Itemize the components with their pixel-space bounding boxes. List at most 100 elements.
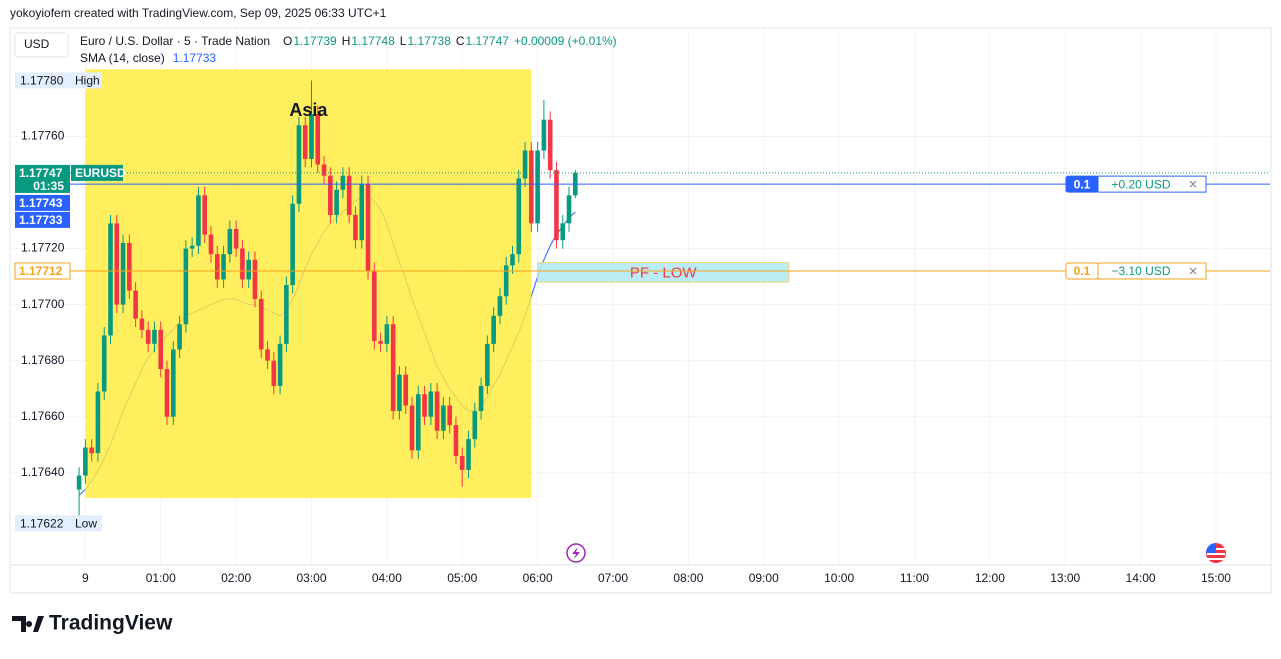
candle-body: [321, 164, 327, 176]
flag-icon[interactable]: [1206, 543, 1226, 563]
candle-body: [89, 447, 94, 454]
header: yokoyiofem created with TradingView.com,…: [10, 6, 387, 20]
legend-value: 1.17738: [407, 34, 451, 48]
candle-body: [472, 411, 478, 440]
legend-value: 1.17747: [466, 34, 510, 48]
position-pnl: −3.10 USD: [1111, 264, 1170, 278]
symbol-title: Euro / U.S. Dollar · 5 · Trade Nation: [80, 34, 270, 48]
sma-legend: SMA (14, close): [80, 51, 165, 65]
plot: [76, 69, 790, 524]
countdown: 01:35: [33, 179, 64, 193]
symbol-tag: EURUSD: [75, 166, 126, 180]
x-tick-label: 14:00: [1126, 571, 1156, 585]
y-tick-label: 1.17760: [21, 129, 65, 143]
x-tick-label: 9: [82, 571, 89, 585]
candle-body: [459, 455, 465, 470]
candle-body: [284, 285, 289, 344]
legend-key: C: [456, 34, 465, 48]
candle-body: [491, 315, 496, 344]
candle-body: [409, 405, 415, 451]
y-tick-label: 1.17700: [21, 297, 65, 311]
candle-body: [208, 234, 214, 255]
candle-body: [422, 394, 427, 417]
candle-body: [566, 195, 572, 224]
price-label: 1.17747: [19, 166, 63, 180]
position-close[interactable]: [1189, 180, 1197, 188]
x-tick-label: 08:00: [673, 571, 703, 585]
candle-body: [554, 170, 559, 241]
legend-change: +0.00009 (+0.01%): [514, 34, 617, 48]
candle-body: [139, 318, 145, 330]
candle-body: [265, 349, 270, 361]
candle-body: [378, 341, 383, 344]
x-tick-label: 05:00: [447, 571, 477, 585]
candle-body: [302, 125, 308, 159]
candle-body: [164, 369, 170, 417]
position-pnl-box: [1097, 175, 1207, 193]
x-tick-label: 03:00: [296, 571, 326, 585]
candle-body: [76, 475, 82, 490]
price-label: 1.17733: [19, 213, 63, 227]
price-label-box: [15, 72, 102, 89]
y-tick-label: 1.17640: [21, 465, 65, 479]
x-tick-label: 11:00: [900, 571, 929, 585]
legend-value: 1.17748: [351, 34, 395, 48]
sma-value: 1.17733: [173, 51, 217, 65]
candle-body: [334, 189, 339, 215]
price-tag: High: [75, 74, 100, 88]
currency: USD: [24, 37, 50, 51]
legend-key: L: [400, 34, 407, 48]
candle-body: [397, 374, 402, 412]
symbol-tag-box: [71, 164, 123, 181]
position-close[interactable]: [1189, 267, 1197, 275]
x-tick-label: 02:00: [221, 571, 251, 585]
candle-body: [466, 439, 471, 470]
candle-body: [95, 391, 101, 454]
candle-body: [177, 324, 182, 350]
x-tick-label: 12:00: [975, 571, 1005, 585]
candle-body: [127, 242, 132, 291]
candle-body: [152, 329, 157, 344]
candle-body: [252, 259, 258, 300]
candle-body: [101, 335, 107, 392]
position-qty: 0.1: [1074, 177, 1091, 191]
candle-body: [359, 184, 365, 241]
y-tick-label: 1.17680: [21, 353, 65, 367]
currency-button[interactable]: [14, 32, 69, 58]
candle-body: [390, 324, 396, 412]
candle-body: [384, 324, 390, 344]
candle-body: [353, 214, 358, 241]
candle-body: [202, 195, 208, 235]
candle-body: [196, 195, 201, 246]
candle-body: [510, 254, 515, 266]
overlay: 9 01:00 02:00 03:00 04:00 05:00 06:00 07:00 08:0…: [14, 34, 1270, 585]
legend-key: O: [283, 34, 292, 48]
candle-body: [346, 175, 352, 215]
y-tick-label: 1.17720: [21, 241, 65, 255]
x-tick-label: 06:00: [523, 571, 553, 585]
candle-body: [133, 290, 138, 319]
candle-body: [428, 391, 434, 417]
price-label-box: [15, 515, 102, 532]
candle-body: [516, 178, 522, 255]
candle-body: [246, 259, 251, 280]
candle-body: [497, 296, 503, 316]
candle-body: [560, 223, 566, 241]
x-tick-label: 07:00: [598, 571, 628, 585]
candle-body: [83, 447, 88, 476]
candle-body: [340, 175, 346, 190]
candle-body: [485, 343, 490, 386]
countdown-box: [15, 178, 70, 193]
price-label: 1.17622: [20, 516, 64, 530]
event-icon[interactable]: [566, 543, 586, 563]
candle-body: [478, 385, 484, 412]
candle-body: [145, 329, 151, 344]
candle-body: [309, 114, 314, 159]
candle-body: [227, 228, 233, 255]
candle-body: [547, 119, 553, 171]
candle-body: [120, 242, 126, 305]
candle-body: [447, 405, 452, 426]
candle-body: [434, 391, 440, 431]
candle-body: [271, 360, 277, 386]
